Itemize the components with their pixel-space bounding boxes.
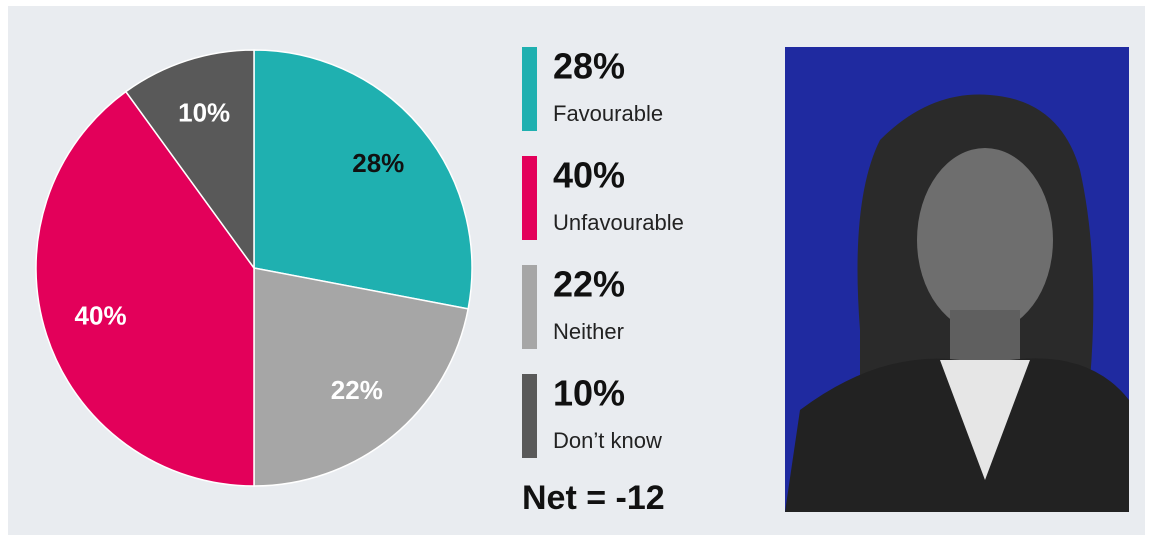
legend-value: 40%: [553, 155, 625, 196]
photo: [785, 47, 1129, 512]
legend-swatch: [522, 265, 537, 349]
pie-slice: [124, 49, 255, 271]
legend-label: Neither: [553, 319, 624, 344]
slice-label: 40%: [75, 301, 127, 331]
slice-label: 28%: [352, 148, 404, 178]
legend-swatch: [522, 47, 537, 131]
legend-value: 28%: [553, 46, 625, 87]
net-annotation: Net = -12: [522, 479, 665, 517]
face: [917, 148, 1053, 332]
legend-value: 22%: [553, 264, 625, 305]
pie-slice: [253, 267, 470, 487]
legend-swatch: [522, 374, 537, 458]
legend-swatch: [522, 156, 537, 240]
slice-label: 22%: [331, 375, 383, 405]
pie-slice: [35, 90, 255, 487]
pie-slice: [253, 49, 473, 310]
legend-label: Unfavourable: [553, 210, 684, 235]
legend-label: Don’t know: [553, 428, 662, 453]
legend-value: 10%: [553, 373, 625, 414]
shirt: [940, 360, 1030, 480]
slice-label: 10%: [178, 97, 230, 127]
legend-label: Favourable: [553, 101, 663, 126]
jacket: [785, 358, 1129, 512]
